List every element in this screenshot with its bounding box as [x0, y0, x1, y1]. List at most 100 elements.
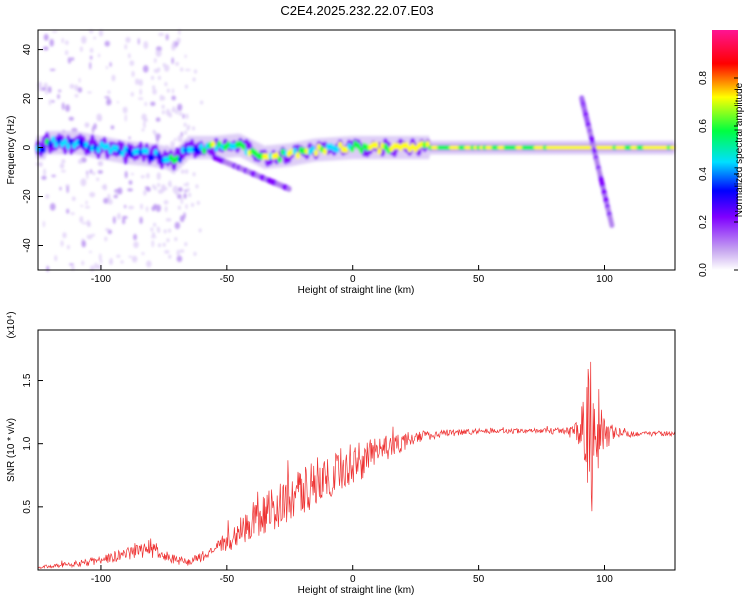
heatmap-speckle	[151, 240, 155, 248]
heatmap-speckle	[71, 196, 76, 202]
heatmap-speckle	[81, 240, 86, 248]
heatmap-speckle	[150, 227, 154, 232]
heatmap-speckle	[163, 200, 169, 205]
snr-y-ticks: 0.5 1.0 1.5	[22, 373, 43, 514]
heatmap-speckle	[45, 194, 50, 199]
heatmap-core	[47, 140, 53, 148]
heatmap-speckle	[141, 113, 147, 121]
heatmap-speckle	[130, 172, 134, 176]
heatmap-speckle	[180, 169, 185, 174]
heatmap-speckle	[155, 49, 162, 57]
heatmap-speckle	[139, 88, 143, 95]
heatmap-speckle	[167, 181, 171, 186]
heatmap-core	[277, 156, 282, 163]
heatmap-speckle	[85, 205, 90, 209]
heatmap-speckle	[112, 216, 116, 224]
heatmap-core	[268, 152, 273, 160]
heatmap-speckle	[92, 171, 96, 176]
heatmap-core	[105, 142, 110, 150]
heatmap-speckle	[117, 187, 123, 195]
heatmap-speckle	[127, 188, 133, 192]
heatmap-speckle	[171, 108, 177, 113]
heatmap-core	[377, 147, 382, 155]
heatmap-speckle	[156, 172, 161, 180]
heatmap-speckle	[178, 187, 183, 192]
heatmap-speckle	[99, 253, 102, 261]
heatmap-speckle	[178, 111, 182, 116]
heatmap-speckle	[122, 217, 126, 225]
heatmap-speckle	[166, 238, 170, 243]
heatmap-speckle	[130, 92, 134, 97]
heatmap-speckle	[93, 36, 97, 40]
heatmap-core	[383, 143, 388, 151]
heatmap-speckle	[89, 169, 93, 174]
heatmap-core	[669, 145, 676, 150]
heatmap-speckle	[97, 264, 102, 270]
heatmap-core	[144, 147, 149, 155]
heatmap-speckle	[172, 41, 176, 45]
heatmap-speckle	[192, 172, 196, 177]
heatmap-speckle	[81, 35, 87, 44]
heatmap-speckle	[54, 255, 58, 262]
heatmap-speckle	[47, 86, 52, 94]
heatmap-speckle	[81, 222, 88, 225]
heatmap-speckle	[170, 140, 175, 149]
snr-x-tick-label: -100	[91, 574, 111, 585]
heatmap-speckle	[97, 160, 104, 167]
heatmap-speckle	[127, 53, 131, 59]
heatmap-speckle	[104, 96, 110, 99]
heatmap-speckle	[116, 254, 121, 258]
snr-frame	[37, 329, 676, 571]
heatmap-speckle	[143, 41, 149, 50]
heatmap-speckle	[38, 83, 42, 92]
heatmap-speckle	[153, 58, 157, 63]
heatmap-speckle	[180, 196, 184, 205]
spectrogram-x-tick-label: 100	[596, 274, 613, 285]
heatmap-speckle	[153, 203, 157, 209]
heatmap-speckle	[90, 265, 95, 272]
heatmap-core	[96, 146, 101, 154]
heatmap-speckle	[179, 215, 185, 223]
heatmap-core	[56, 137, 62, 145]
heatmap-speckle	[142, 65, 149, 73]
heatmap-speckle	[97, 170, 103, 174]
heatmap-speckle	[193, 251, 197, 256]
spectrogram-y-tick-label: -20	[22, 189, 33, 204]
snr-multiplier: (x10⁴)	[6, 311, 17, 338]
heatmap-speckle	[69, 263, 75, 266]
heatmap-speckle	[113, 194, 118, 199]
heatmap-speckle	[138, 79, 143, 87]
heatmap-core	[313, 149, 319, 157]
spectrogram-y-tick-label: -40	[22, 238, 33, 253]
heatmap-speckle	[128, 180, 133, 185]
heatmap-speckle	[140, 175, 145, 179]
heatmap-speckle	[105, 228, 110, 232]
heatmap-speckle	[153, 222, 157, 227]
heatmap-speckle	[152, 85, 156, 90]
heatmap-speckle	[79, 216, 84, 223]
snr-y-tick-label: 1.5	[22, 373, 33, 387]
heatmap-speckle	[61, 169, 66, 173]
heatmap-speckle	[157, 75, 161, 80]
colorbar-tick-label: 0.8	[698, 71, 709, 85]
heatmap-core	[84, 141, 89, 148]
heatmap-speckle	[191, 202, 195, 207]
heatmap-speckle	[146, 260, 152, 268]
heatmap-speckle	[185, 169, 189, 174]
heatmap-speckle	[172, 106, 176, 111]
heatmap-speckle	[106, 98, 112, 106]
heatmap-speckle	[49, 38, 54, 47]
heatmap-speckle	[144, 102, 148, 106]
spectrogram-y-label: Frequency (Hz)	[6, 116, 17, 185]
heatmap-speckle	[46, 265, 50, 272]
snr-x-ticks: -100 -50 0 50 100	[91, 565, 613, 585]
heatmap-speckle	[68, 116, 74, 121]
heatmap-core	[374, 141, 379, 149]
heatmap-core	[177, 156, 183, 164]
heatmap-speckle	[168, 228, 172, 233]
heatmap-speckle	[164, 250, 170, 254]
snr-panel: -100 -50 0 50 100 0.5 1.0 1.5 Height of straig…	[6, 311, 676, 596]
heatmap-speckle	[71, 57, 75, 61]
figure-title: C2E4.2025.232.22.07.E03	[280, 3, 433, 18]
heatmap-speckle	[135, 78, 140, 85]
